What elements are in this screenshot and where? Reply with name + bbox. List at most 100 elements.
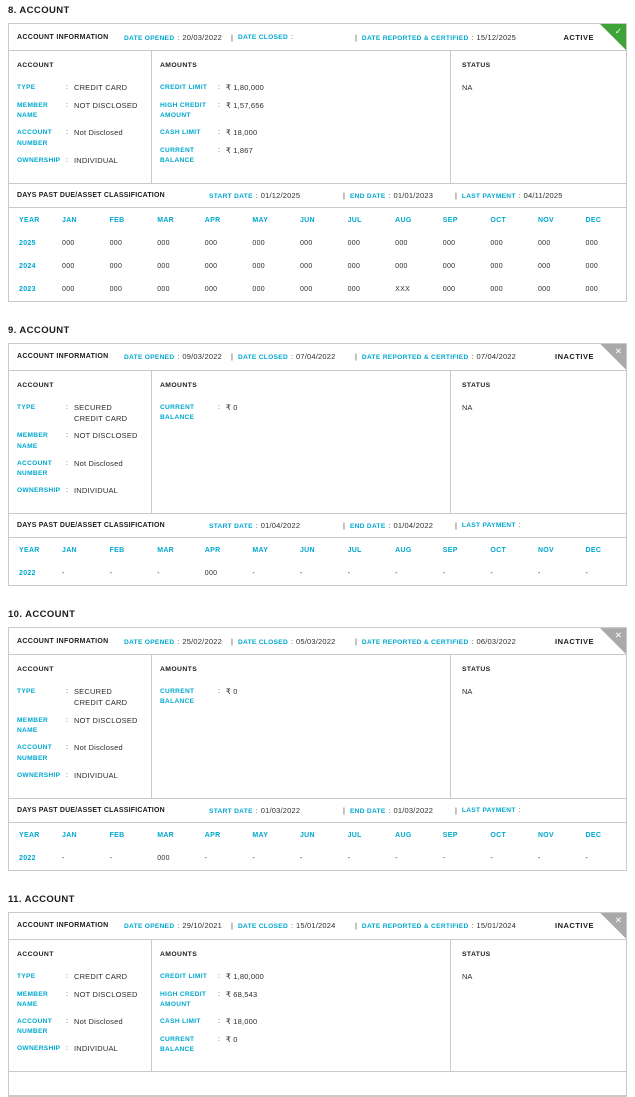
end-date-label: END DATE	[349, 523, 386, 531]
last-payment-label: LAST PAYMENT	[461, 806, 516, 814]
year-column-header: YEAR	[19, 216, 40, 224]
colon: :	[471, 923, 474, 931]
check-icon: ✓	[614, 26, 622, 36]
month-column-header: JUN	[299, 216, 315, 224]
field-row: CREDIT LIMIT: ₹ 1,80,000	[160, 972, 442, 983]
dpd-value: 000	[537, 285, 551, 293]
field-label: ACCOUNT NUMBER	[17, 744, 53, 762]
date-closed-label: DATE CLOSED	[237, 33, 289, 41]
colon: :	[66, 990, 68, 998]
separator: |	[454, 805, 457, 815]
field-label: TYPE	[17, 972, 36, 980]
separator: |	[231, 921, 233, 931]
start-date-group: START DATE : 01/12/2025	[209, 191, 338, 200]
field-value: ₹ 0	[225, 402, 238, 412]
date-reported-group: DATE REPORTED & CERTIFIED : 15/12/2025	[362, 33, 564, 42]
colon: :	[177, 34, 180, 42]
colon: :	[66, 688, 68, 696]
dpd-value: -	[395, 570, 398, 578]
field-row: ACCOUNT NUMBER: Not Disclosed	[17, 743, 143, 763]
amounts-column-heading: AMOUNTS	[160, 62, 198, 69]
dpd-value: XXX	[395, 285, 411, 293]
field-label: CURRENT BALANCE	[160, 688, 195, 706]
separator: |	[354, 636, 357, 646]
account-detail-columns: ACCOUNT TYPE: CREDIT CARD MEMBER NAME: NOT …	[9, 51, 626, 184]
dpd-value: 000	[299, 239, 313, 247]
amount-fields: CREDIT LIMIT: ₹ 1,80,000 HIGH CREDIT AMOUN…	[160, 972, 442, 1056]
field-row: MEMBER NAME: NOT DISCLOSED	[17, 716, 143, 736]
dpd-value: -	[62, 854, 65, 862]
dpd-value: -	[490, 570, 493, 578]
field-row: CREDIT LIMIT: ₹ 1,80,000	[160, 83, 442, 94]
dpd-value: -	[299, 570, 303, 578]
field-label: ACCOUNT NUMBER	[17, 1017, 53, 1036]
field-label: CREDIT LIMIT	[160, 972, 208, 980]
end-date-value: 01/03/2022	[393, 805, 434, 815]
dpd-value: 000	[442, 239, 456, 247]
month-column-header: SEP	[442, 216, 458, 224]
field-row: ACCOUNT NUMBER: Not Disclosed	[17, 459, 143, 479]
field-value: INDIVIDUAL	[73, 770, 119, 780]
date-reported-certified-label: DATE REPORTED & CERTIFIED	[361, 638, 469, 646]
dpd-value: 000	[62, 262, 75, 270]
status-column: STATUS NA	[451, 371, 626, 514]
dpd-value: -	[252, 570, 256, 578]
colon: :	[66, 487, 68, 495]
dpd-value: -	[204, 854, 208, 862]
date-opened-group: DATE OPENED : 25/02/2022	[124, 637, 226, 646]
account-column-heading: ACCOUNT	[17, 62, 54, 69]
colon: :	[177, 923, 180, 931]
account-information-label: ACCOUNT INFORMATION	[17, 33, 109, 41]
field-row: CURRENT BALANCE: ₹ 0	[160, 403, 442, 423]
month-column-header: NOV	[537, 831, 555, 839]
colon: :	[471, 354, 474, 362]
colon: :	[291, 638, 293, 646]
days-past-due-label: DAYS PAST DUE/ASSET CLASSIFICATION	[17, 522, 165, 530]
colon: :	[255, 523, 258, 531]
month-column-header: FEB	[109, 216, 125, 224]
separator: |	[354, 921, 357, 931]
dpd-value: 000	[490, 239, 503, 247]
field-label: OWNERSHIP	[17, 1045, 61, 1053]
end-date-group: END DATE : 01/04/2022	[350, 521, 450, 530]
colon: :	[218, 1035, 220, 1043]
field-row: TYPE: CREDIT CARD	[17, 972, 143, 983]
date-reported-group: DATE REPORTED & CERTIFIED : 06/03/2022	[362, 637, 555, 646]
end-date-group: END DATE : 01/03/2022	[350, 806, 450, 815]
field-value: NOT DISCLOSED	[73, 100, 138, 110]
status-column-heading: STATUS	[462, 62, 491, 69]
field-row: OWNERSHIP: INDIVIDUAL	[17, 156, 143, 167]
account-section-title: 8. ACCOUNT	[8, 5, 70, 16]
month-column-header: AUG	[395, 831, 412, 839]
field-value: NOT DISCLOSED	[73, 715, 138, 725]
month-column-header: DEC	[585, 547, 602, 555]
colon: :	[218, 1017, 220, 1025]
start-date-label: START DATE	[209, 807, 253, 815]
dpd-value: -	[109, 570, 113, 578]
dpd-value: -	[537, 570, 541, 578]
date-opened-group: DATE OPENED : 29/10/2021	[124, 921, 226, 930]
separator: |	[343, 805, 345, 815]
dpd-value: 000	[395, 262, 408, 270]
field-label: HIGH CREDIT AMOUNT	[160, 990, 207, 1008]
colon: :	[218, 403, 220, 411]
dpd-year-row: 2023 000 000 000 000 000 000 000 XXX 000 000 000 000	[9, 278, 626, 301]
status-value: NA	[462, 971, 473, 981]
colon: :	[518, 806, 521, 814]
dpd-value: 000	[395, 239, 408, 247]
end-date-value: 01/01/2023	[393, 190, 434, 200]
days-past-due-table: YEAR JAN FEB MAR APR MAY JUN JUL AUG SEP OCT NOV DEC…	[9, 208, 626, 301]
dpd-value: -	[395, 854, 398, 862]
days-past-due-table: YEAR JAN FEB MAR APR MAY JUN JUL AUG SEP OCT NOV DEC…	[9, 538, 626, 585]
field-label: CURRENT BALANCE	[160, 1035, 195, 1054]
date-closed-label: DATE CLOSED	[237, 638, 289, 646]
dpd-value: 000	[157, 239, 170, 247]
last-payment-label: LAST PAYMENT	[461, 192, 516, 200]
last-payment-group: LAST PAYMENT :	[462, 807, 618, 814]
field-label: CURRENT BALANCE	[160, 147, 195, 165]
date-opened-label: DATE OPENED	[124, 638, 175, 646]
dpd-value: 000	[157, 854, 170, 862]
field-label: CASH LIMIT	[160, 1017, 201, 1025]
field-value: Not Disclosed	[73, 458, 123, 468]
date-reported-certified-value: 06/03/2022	[476, 636, 517, 646]
